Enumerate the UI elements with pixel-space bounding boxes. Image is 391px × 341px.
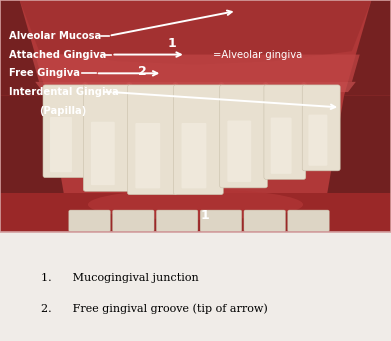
- Text: 2: 2: [138, 65, 147, 78]
- Text: Alveolar Mucosa: Alveolar Mucosa: [9, 31, 101, 41]
- Polygon shape: [20, 0, 371, 65]
- Bar: [0, 0, 391, 232]
- FancyBboxPatch shape: [228, 120, 251, 182]
- Ellipse shape: [301, 82, 308, 92]
- FancyBboxPatch shape: [244, 210, 285, 232]
- FancyBboxPatch shape: [302, 85, 340, 171]
- Polygon shape: [35, 82, 356, 92]
- FancyBboxPatch shape: [220, 85, 267, 188]
- FancyBboxPatch shape: [135, 123, 160, 188]
- Ellipse shape: [262, 82, 269, 92]
- Text: =Alveolar gingiva: =Alveolar gingiva: [213, 49, 302, 60]
- FancyBboxPatch shape: [308, 115, 327, 166]
- FancyBboxPatch shape: [271, 118, 292, 174]
- Ellipse shape: [88, 189, 303, 220]
- FancyBboxPatch shape: [83, 85, 131, 191]
- Bar: [0, 0, 391, 232]
- FancyBboxPatch shape: [43, 85, 87, 178]
- FancyBboxPatch shape: [69, 210, 110, 232]
- FancyBboxPatch shape: [113, 210, 154, 232]
- Polygon shape: [31, 55, 360, 82]
- Polygon shape: [344, 0, 391, 95]
- Text: 1: 1: [168, 37, 176, 50]
- Text: 2.      Free gingival groove (tip of arrow): 2. Free gingival groove (tip of arrow): [41, 303, 268, 314]
- Text: Attached Gingiva: Attached Gingiva: [9, 49, 106, 60]
- Text: 1: 1: [201, 209, 210, 222]
- FancyBboxPatch shape: [156, 210, 198, 232]
- Text: 1.      Mucogingival junction: 1. Mucogingival junction: [41, 273, 199, 283]
- Ellipse shape: [172, 82, 179, 92]
- FancyBboxPatch shape: [91, 122, 115, 185]
- FancyBboxPatch shape: [174, 85, 223, 195]
- Polygon shape: [0, 0, 47, 95]
- Ellipse shape: [126, 82, 133, 92]
- Text: (Papilla): (Papilla): [39, 106, 86, 116]
- FancyBboxPatch shape: [127, 85, 177, 195]
- Ellipse shape: [218, 82, 225, 92]
- Bar: [0, 193, 391, 232]
- FancyBboxPatch shape: [50, 117, 72, 172]
- Text: Free Gingiva: Free Gingiva: [9, 68, 80, 78]
- Polygon shape: [321, 95, 391, 232]
- FancyBboxPatch shape: [181, 123, 206, 188]
- FancyBboxPatch shape: [264, 85, 306, 179]
- Polygon shape: [0, 95, 70, 232]
- Text: Interdental Gingiva: Interdental Gingiva: [9, 87, 118, 97]
- FancyBboxPatch shape: [288, 210, 329, 232]
- FancyBboxPatch shape: [200, 210, 242, 232]
- Ellipse shape: [82, 82, 89, 92]
